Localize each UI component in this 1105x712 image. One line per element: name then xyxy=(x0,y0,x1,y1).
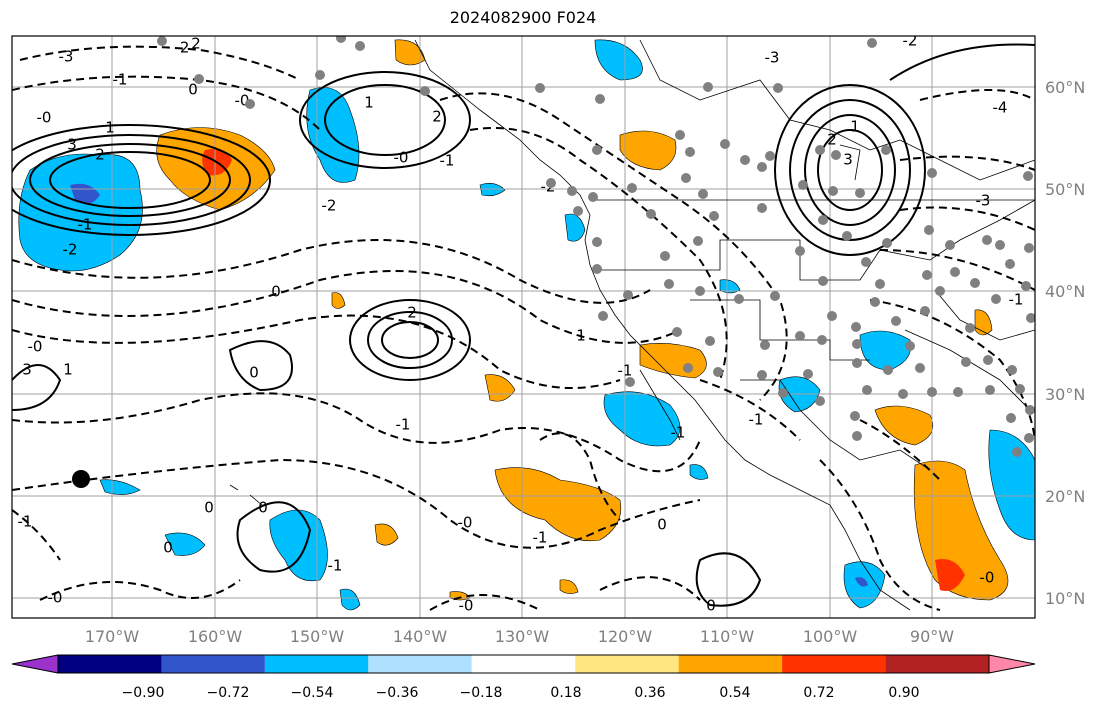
location-marker xyxy=(72,470,90,488)
colorbar-segment xyxy=(885,655,989,673)
contour-label: -0 xyxy=(28,338,43,356)
lon-label: 100°W xyxy=(803,627,858,646)
colorbar-segment xyxy=(161,655,265,673)
contour-label: -3 xyxy=(59,48,74,66)
contour-label: 2 xyxy=(191,35,201,53)
colorbar xyxy=(11,654,1036,674)
contour-label: 1 xyxy=(364,94,374,112)
lon-label: 110°W xyxy=(700,627,755,646)
contour-label: 1 xyxy=(850,118,860,136)
contour-label: -0 xyxy=(458,514,473,532)
contour-label: 2 xyxy=(827,131,837,149)
lon-label: 140°W xyxy=(393,627,448,646)
colorbar-tick-label: −0.54 xyxy=(291,685,334,701)
contour-label: -1 xyxy=(18,513,33,531)
colorbar-segment xyxy=(782,655,886,673)
map-background xyxy=(12,36,1035,618)
contour-label: 0 xyxy=(706,597,716,615)
colorbar-segment xyxy=(678,655,783,673)
contour-label: 1 xyxy=(63,361,73,379)
contour-label: -0 xyxy=(459,597,474,615)
contour-label: -1 xyxy=(78,216,93,234)
contour-label: 1 xyxy=(576,327,586,345)
contour-label: 0 xyxy=(258,499,268,517)
colorbar-segment xyxy=(575,655,679,673)
contour-label: -1 xyxy=(671,424,686,442)
lon-label: 120°W xyxy=(598,627,653,646)
colorbar-extend-low xyxy=(11,654,59,674)
colorbar-ticks: −0.90 −0.72 −0.54 −0.36 −0.18 0.18 0.36 … xyxy=(122,685,920,701)
contour-label: -0 xyxy=(394,149,409,167)
map-title: 2024082900 F024 xyxy=(449,8,597,27)
lat-label: 60°N xyxy=(1045,78,1085,97)
contour-label: 3 xyxy=(22,361,32,379)
lon-label: 90°W xyxy=(910,627,954,646)
contour-label: 0 xyxy=(657,516,667,534)
contour-label: 0 xyxy=(249,364,259,382)
contour-label: 3 xyxy=(67,136,77,154)
contour-lines xyxy=(12,43,1035,611)
contour-label: -0 xyxy=(980,569,995,587)
contour-label: -1 xyxy=(440,152,455,170)
contour-label: -2 xyxy=(63,241,78,259)
contour-label: 0 xyxy=(188,81,198,99)
lon-label: 130°W xyxy=(495,627,550,646)
colorbar-tick-label: 0.36 xyxy=(634,685,665,701)
contour-label: -1 xyxy=(1009,291,1024,309)
lon-label: 150°W xyxy=(290,627,345,646)
map-frame xyxy=(11,35,1036,619)
lat-label: 30°N xyxy=(1045,385,1085,404)
colorbar-segment xyxy=(471,655,576,673)
colorbar-tick-label: 0.72 xyxy=(803,685,834,701)
colorbar-tick-label: −0.72 xyxy=(207,685,250,701)
contour-label: -0 xyxy=(37,109,52,127)
contour-label: 0 xyxy=(204,499,214,517)
contour-label: -4 xyxy=(993,99,1008,117)
contour-label: -1 xyxy=(113,71,128,89)
contour-label: -1 xyxy=(328,557,343,575)
colorbar-segment xyxy=(58,655,162,673)
longitude-axis: 170°W 160°W 150°W 140°W 130°W 120°W 110°… xyxy=(85,627,954,646)
contour-label: -1 xyxy=(749,411,764,429)
contour-label: 2 xyxy=(407,304,417,322)
colorbar-border xyxy=(57,654,990,674)
contour-label: -2 xyxy=(175,39,190,57)
lat-label: 50°N xyxy=(1045,180,1085,199)
lon-label: 170°W xyxy=(85,627,140,646)
colorbar-tick-label: −0.36 xyxy=(376,685,419,701)
colorbar-tick-label: −0.18 xyxy=(460,685,503,701)
lat-label: 10°N xyxy=(1045,589,1085,608)
contour-label: -1 xyxy=(396,416,411,434)
contour-label: -1 xyxy=(618,362,633,380)
contour-label: 2 xyxy=(432,108,442,126)
contour-label: -3 xyxy=(765,49,780,67)
colorbar-extend-high xyxy=(988,654,1036,674)
station-markers xyxy=(157,36,1035,457)
colorbar-segment xyxy=(368,655,472,673)
contour-label: -3 xyxy=(976,192,991,210)
lat-label: 40°N xyxy=(1045,282,1085,301)
contour-label: 0 xyxy=(163,539,173,557)
colorbar-tick-label: 0.54 xyxy=(719,685,750,701)
lon-label: 160°W xyxy=(188,627,243,646)
contour-label: 0 xyxy=(271,283,281,301)
colorbar-tick-label: 0.90 xyxy=(888,685,919,701)
contour-label: -1 xyxy=(533,529,548,547)
latitude-axis: 60°N 50°N 40°N 30°N 20°N 10°N xyxy=(1045,78,1085,608)
contour-label: 3 xyxy=(843,151,853,169)
contour-label: -2 xyxy=(322,197,337,215)
contour-label-group: -3 -2 -1 0 -0 3 2 1 -2 -1 0 -0 3 -2 2 -0… xyxy=(18,32,1024,615)
colorbar-tick-label: 0.18 xyxy=(550,685,581,701)
colorbar-tick-label: −0.90 xyxy=(122,685,165,701)
contour-label: 2 xyxy=(95,146,105,164)
contour-label: -0 xyxy=(48,589,63,607)
lat-label: 20°N xyxy=(1045,487,1085,506)
contour-label: -2 xyxy=(903,32,918,50)
contour-label: 1 xyxy=(105,119,115,137)
colorbar-segment xyxy=(264,655,369,673)
